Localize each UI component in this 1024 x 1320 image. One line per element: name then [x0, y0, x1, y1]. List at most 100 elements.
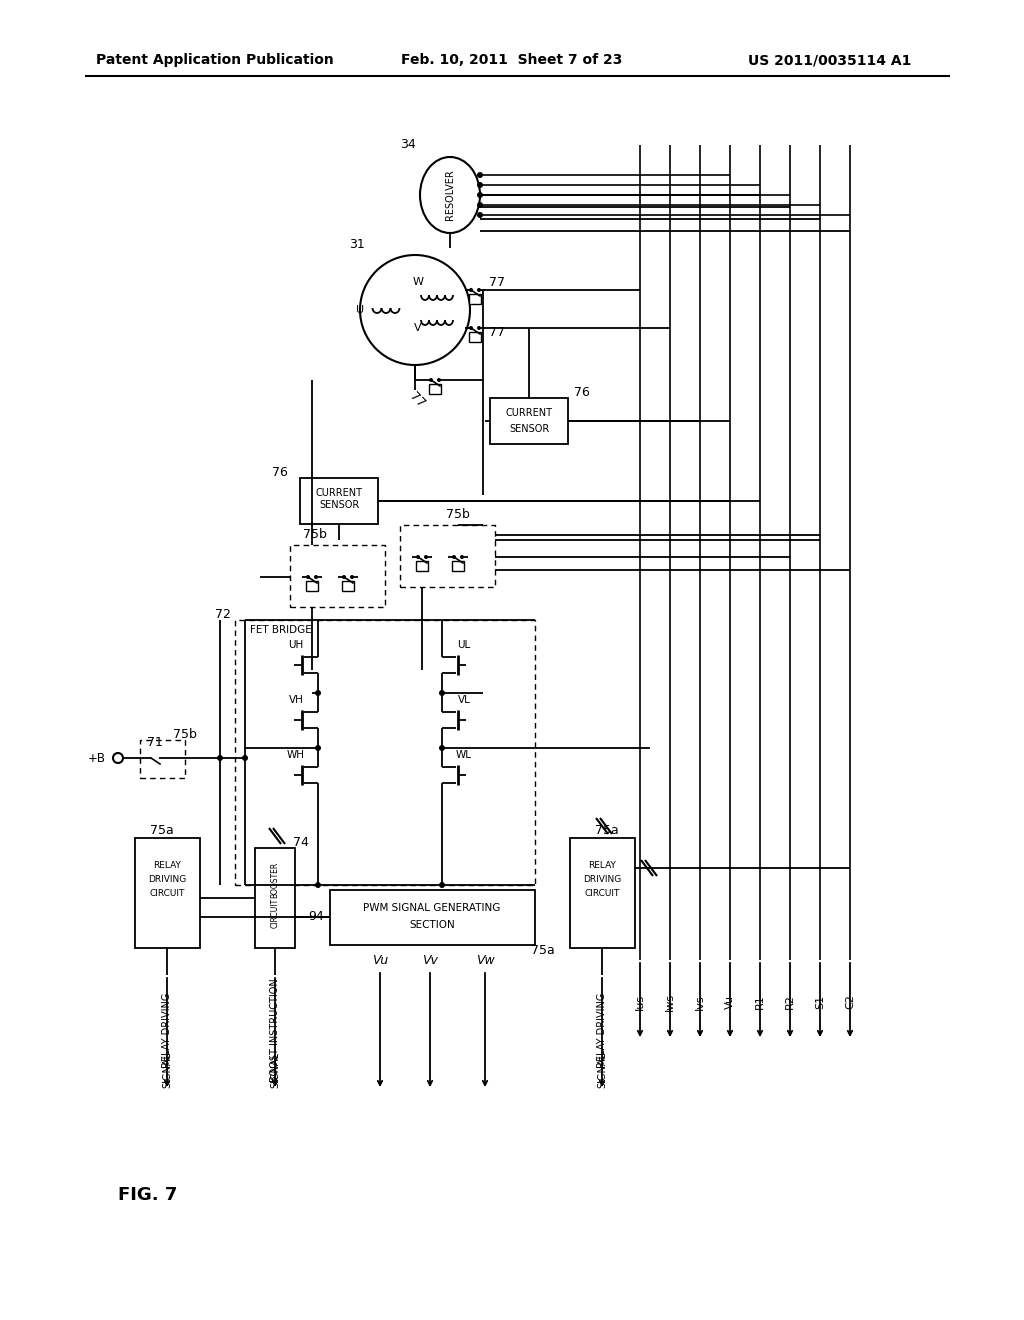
Text: C2: C2 [845, 994, 855, 1010]
Circle shape [452, 554, 456, 558]
Text: 77: 77 [489, 276, 505, 289]
Bar [416, 561, 428, 572]
Text: SIGNAL: SIGNAL [270, 1052, 280, 1088]
Text: RELAY: RELAY [588, 862, 616, 870]
Text: 75b: 75b [303, 528, 327, 541]
Text: Vv: Vv [422, 954, 438, 968]
Circle shape [439, 690, 445, 696]
Text: Feb. 10, 2011  Sheet 7 of 23: Feb. 10, 2011 Sheet 7 of 23 [401, 53, 623, 67]
Text: DRIVING: DRIVING [147, 875, 186, 884]
Text: RELAY DRIVING: RELAY DRIVING [162, 993, 172, 1068]
Circle shape [157, 756, 161, 760]
Text: RELAY: RELAY [153, 862, 181, 870]
Text: 75a: 75a [151, 824, 174, 837]
Text: 94: 94 [308, 911, 324, 924]
Text: SIGNAL: SIGNAL [597, 1052, 607, 1088]
Bar [570, 838, 635, 948]
Text: 31: 31 [349, 239, 365, 252]
Circle shape [150, 756, 153, 760]
Circle shape [477, 172, 483, 178]
Text: WH: WH [287, 750, 305, 760]
Circle shape [113, 752, 123, 763]
Text: BOOSTER: BOOSTER [270, 862, 280, 898]
Circle shape [306, 576, 310, 579]
Bar [140, 741, 185, 777]
Circle shape [437, 378, 441, 381]
Text: 76: 76 [272, 466, 288, 479]
Text: 77: 77 [489, 326, 505, 339]
Text: US 2011/0035114 A1: US 2011/0035114 A1 [749, 53, 911, 67]
Circle shape [314, 576, 318, 579]
Circle shape [315, 744, 321, 751]
Text: S1: S1 [815, 995, 825, 1008]
Text: BOOST INSTRUCTION: BOOST INSTRUCTION [270, 978, 280, 1082]
Circle shape [429, 378, 433, 381]
Text: Ius: Ius [635, 994, 645, 1010]
Circle shape [477, 326, 481, 330]
Text: 34: 34 [400, 139, 416, 152]
Bar [255, 847, 295, 948]
Circle shape [342, 576, 346, 579]
Circle shape [315, 882, 321, 888]
Text: 75a: 75a [595, 824, 618, 837]
Text: UL: UL [458, 640, 471, 649]
Circle shape [477, 288, 481, 292]
Text: VL: VL [458, 696, 470, 705]
Text: DRIVING: DRIVING [583, 875, 622, 884]
Text: FET BRIDGE: FET BRIDGE [250, 624, 311, 635]
Text: V: V [414, 323, 422, 333]
Text: UH: UH [289, 640, 304, 649]
Circle shape [460, 554, 464, 558]
Circle shape [477, 191, 483, 198]
Text: 75b: 75b [446, 508, 470, 521]
Circle shape [350, 576, 354, 579]
Bar [400, 525, 495, 587]
Text: Vu: Vu [725, 995, 735, 1008]
Text: +B: +B [88, 751, 106, 764]
Text: 72: 72 [215, 607, 231, 620]
Bar [469, 333, 481, 342]
Text: Vu: Vu [372, 954, 388, 968]
Text: PWM SIGNAL GENERATING: PWM SIGNAL GENERATING [364, 903, 501, 913]
Text: 77: 77 [407, 389, 427, 411]
Text: U: U [356, 305, 365, 315]
Bar [330, 890, 535, 945]
Text: CIRCUIT: CIRCUIT [270, 898, 280, 928]
Ellipse shape [420, 157, 480, 234]
Bar [490, 399, 568, 444]
Text: RELAY DRIVING: RELAY DRIVING [597, 993, 607, 1068]
Circle shape [424, 554, 428, 558]
Bar [300, 478, 378, 524]
Text: SIGNAL: SIGNAL [162, 1052, 172, 1088]
Circle shape [477, 182, 483, 187]
Text: FIG. 7: FIG. 7 [118, 1185, 177, 1204]
Text: Vw: Vw [475, 954, 495, 968]
Circle shape [469, 288, 473, 292]
Circle shape [360, 255, 470, 366]
Bar [452, 561, 464, 572]
Text: SENSOR: SENSOR [509, 424, 549, 434]
Bar [342, 581, 354, 591]
Text: 74: 74 [293, 837, 309, 850]
Circle shape [477, 202, 483, 209]
Circle shape [315, 690, 321, 696]
Text: 76: 76 [574, 387, 590, 400]
Text: R2: R2 [785, 994, 795, 1010]
Circle shape [439, 882, 445, 888]
Text: CURRENT: CURRENT [506, 408, 553, 418]
Text: Iws: Iws [665, 993, 675, 1011]
Text: CIRCUIT: CIRCUIT [585, 890, 620, 899]
Circle shape [242, 755, 248, 762]
Text: SENSOR: SENSOR [318, 500, 359, 510]
Circle shape [439, 744, 445, 751]
Circle shape [217, 755, 223, 762]
Bar [469, 294, 481, 304]
Bar [429, 384, 441, 393]
Bar [234, 620, 535, 884]
Text: 71: 71 [147, 737, 163, 750]
Bar [306, 581, 318, 591]
Text: 75a: 75a [531, 944, 555, 957]
Text: Patent Application Publication: Patent Application Publication [96, 53, 334, 67]
Text: WL: WL [456, 750, 472, 760]
Text: SECTION: SECTION [410, 920, 455, 931]
